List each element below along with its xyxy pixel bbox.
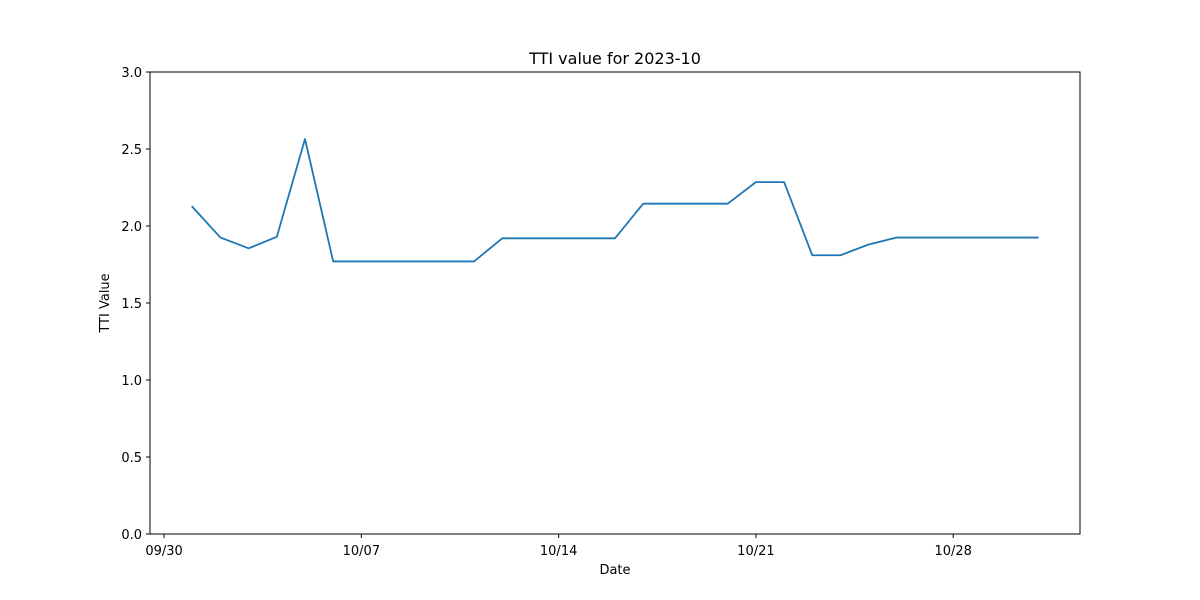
x-axis-title: Date	[599, 563, 630, 578]
x-axis: 09/30 10/07 10/14 10/21 10/28	[145, 534, 972, 559]
y-tick-label: 0.0	[121, 528, 142, 543]
y-tick-label: 1.5	[121, 297, 142, 312]
y-axis-title: TTI Value	[98, 273, 113, 333]
x-tick-label: 10/07	[343, 544, 380, 559]
series-line	[190, 138, 1039, 263]
y-axis: 0.0 0.5 1.0 1.5 2.0 2.5 3.0	[121, 66, 150, 543]
y-tick-label: 0.5	[121, 451, 142, 466]
x-tick-label: 10/14	[540, 544, 577, 559]
y-tick-label: 2.0	[121, 220, 142, 235]
y-tick-label: 1.0	[121, 374, 142, 389]
x-tick-label: 09/30	[145, 544, 182, 559]
x-tick-label: 10/28	[934, 544, 971, 559]
plot-frame	[149, 71, 1081, 535]
chart-title: TTI value for 2023-10	[528, 49, 701, 68]
x-tick-label: 10/21	[737, 544, 774, 559]
y-tick-label: 3.0	[121, 66, 142, 81]
y-tick-label: 2.5	[121, 143, 142, 158]
plot-area	[190, 138, 1039, 263]
